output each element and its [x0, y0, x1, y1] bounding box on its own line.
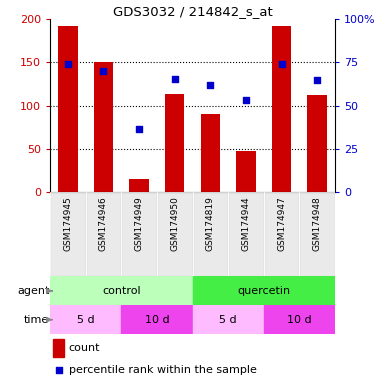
Bar: [85, 192, 121, 276]
Bar: [264, 305, 335, 334]
Bar: [236, 151, 256, 192]
Bar: [50, 276, 192, 305]
Bar: [50, 192, 85, 276]
Text: 5 d: 5 d: [77, 314, 94, 325]
Bar: [201, 114, 220, 192]
Point: [136, 126, 142, 132]
Text: percentile rank within the sample: percentile rank within the sample: [69, 365, 256, 375]
Title: GDS3032 / 214842_s_at: GDS3032 / 214842_s_at: [113, 5, 272, 18]
Point: [172, 76, 178, 82]
Text: GSM174949: GSM174949: [135, 196, 144, 251]
Text: GSM174945: GSM174945: [64, 196, 72, 251]
Text: count: count: [69, 343, 100, 353]
Point: [278, 61, 285, 67]
Text: agent: agent: [17, 286, 49, 296]
Point: [243, 98, 249, 104]
Text: quercetin: quercetin: [237, 286, 290, 296]
Text: 10 d: 10 d: [145, 314, 169, 325]
Bar: [192, 305, 264, 334]
Text: time: time: [24, 314, 49, 325]
Bar: [228, 192, 264, 276]
Point: [314, 77, 320, 83]
Text: control: control: [102, 286, 141, 296]
Point: [100, 68, 107, 74]
Bar: [307, 95, 327, 192]
Bar: [121, 192, 157, 276]
Point: [207, 82, 213, 88]
Bar: [121, 305, 192, 334]
Text: GSM174947: GSM174947: [277, 196, 286, 251]
Bar: [264, 192, 300, 276]
Text: 10 d: 10 d: [287, 314, 311, 325]
Bar: [58, 26, 78, 192]
Point: [65, 61, 71, 67]
Text: 5 d: 5 d: [219, 314, 237, 325]
Bar: [192, 276, 335, 305]
Text: GSM174944: GSM174944: [241, 196, 250, 251]
Bar: [272, 26, 291, 192]
Text: GSM174819: GSM174819: [206, 196, 215, 251]
Point: [55, 367, 62, 373]
Text: GSM174948: GSM174948: [313, 196, 321, 251]
Bar: [53, 339, 64, 356]
Bar: [300, 192, 335, 276]
Bar: [129, 179, 149, 192]
Bar: [192, 192, 228, 276]
Bar: [50, 305, 121, 334]
Text: GSM174950: GSM174950: [170, 196, 179, 251]
Bar: [94, 63, 113, 192]
Bar: [157, 192, 192, 276]
Bar: [165, 94, 184, 192]
Text: GSM174946: GSM174946: [99, 196, 108, 251]
